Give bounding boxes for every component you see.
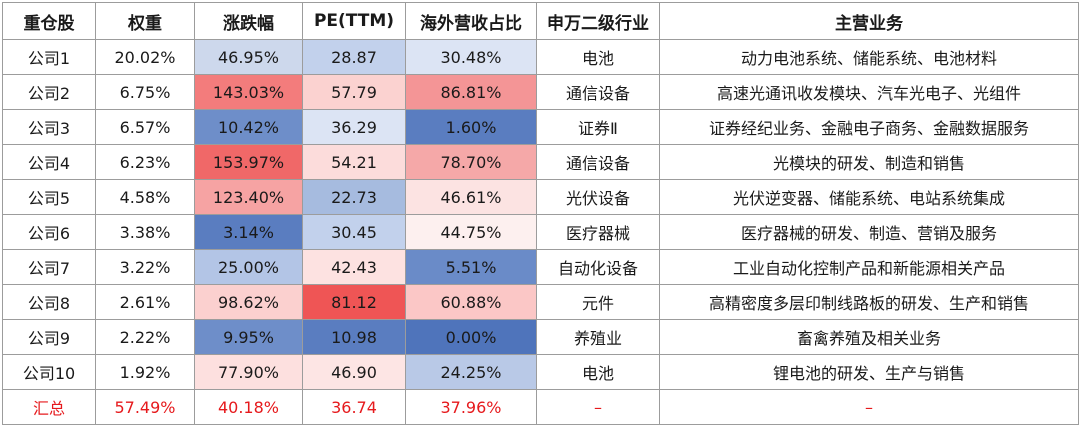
col-header-stock: 重仓股 [2, 2, 96, 40]
cell-industry: 通信设备 [536, 144, 660, 180]
total-business: – [659, 389, 1079, 425]
header-row: 重仓股 权重 涨跌幅 PE(TTM) 海外营收占比 申万二级行业 主营业务 [2, 2, 1079, 40]
cell-weight: 3.38% [95, 214, 195, 250]
cell-stock-name: 公司9 [2, 319, 96, 355]
cell-business: 畜禽养殖及相关业务 [659, 319, 1079, 355]
cell-business: 光模块的研发、制造和销售 [659, 144, 1079, 180]
cell-pe: 81.12 [302, 284, 406, 320]
cell-stock-name: 公司7 [2, 249, 96, 285]
cell-business: 光伏逆变器、储能系统、电站系统集成 [659, 179, 1079, 215]
total-row: 汇总 57.49% 40.18% 36.74 37.96% – – [2, 389, 1079, 425]
total-overseas-revenue: 37.96% [405, 389, 537, 425]
table-row: 公司10 1.92% 77.90% 46.90 24.25% 电池 锂电池的研发、生产与销售 [2, 354, 1079, 390]
col-header-overseas-revenue: 海外营收占比 [405, 2, 537, 40]
col-header-business: 主营业务 [659, 2, 1079, 40]
cell-stock-name: 公司3 [2, 109, 96, 145]
cell-change: 46.95% [194, 39, 303, 75]
cell-weight: 4.58% [95, 179, 195, 215]
cell-change: 143.03% [194, 74, 303, 110]
table-row: 公司6 3.38% 3.14% 30.45 44.75% 医疗器械 医疗器械的研发、制造、营… [2, 214, 1079, 250]
table-row: 公司5 4.58% 123.40% 22.73 46.61% 光伏设备 光伏逆变器、储能系统… [2, 179, 1079, 215]
cell-industry: 电池 [536, 354, 660, 390]
total-weight: 57.49% [95, 389, 195, 425]
table-row: 公司8 2.61% 98.62% 81.12 60.88% 元件 高精密度多层印制线路板的研… [2, 284, 1079, 320]
cell-weight: 3.22% [95, 249, 195, 285]
cell-change: 98.62% [194, 284, 303, 320]
cell-business: 医疗器械的研发、制造、营销及服务 [659, 214, 1079, 250]
cell-weight: 2.61% [95, 284, 195, 320]
cell-industry: 电池 [536, 39, 660, 75]
cell-change: 9.95% [194, 319, 303, 355]
cell-pe: 22.73 [302, 179, 406, 215]
cell-pe: 30.45 [302, 214, 406, 250]
cell-business: 锂电池的研发、生产与销售 [659, 354, 1079, 390]
cell-change: 3.14% [194, 214, 303, 250]
cell-weight: 6.57% [95, 109, 195, 145]
cell-business: 证券经纪业务、金融电子商务、金融数据服务 [659, 109, 1079, 145]
total-change: 40.18% [194, 389, 303, 425]
cell-stock-name: 公司5 [2, 179, 96, 215]
total-stock-name: 汇总 [2, 389, 96, 425]
cell-overseas-revenue: 1.60% [405, 109, 537, 145]
cell-industry: 光伏设备 [536, 179, 660, 215]
cell-weight: 2.22% [95, 319, 195, 355]
cell-stock-name: 公司1 [2, 39, 96, 75]
total-industry: – [536, 389, 660, 425]
cell-overseas-revenue: 5.51% [405, 249, 537, 285]
cell-stock-name: 公司2 [2, 74, 96, 110]
table-row: 公司7 3.22% 25.00% 42.43 5.51% 自动化设备 工业自动化控制产品和新… [2, 249, 1079, 285]
cell-pe: 10.98 [302, 319, 406, 355]
table-row: 公司2 6.75% 143.03% 57.79 86.81% 通信设备 高速光通讯收发模块、… [2, 74, 1079, 110]
cell-pe: 57.79 [302, 74, 406, 110]
cell-change: 123.40% [194, 179, 303, 215]
cell-industry: 证券Ⅱ [536, 109, 660, 145]
cell-stock-name: 公司10 [2, 354, 96, 390]
cell-overseas-revenue: 30.48% [405, 39, 537, 75]
cell-industry: 养殖业 [536, 319, 660, 355]
cell-overseas-revenue: 78.70% [405, 144, 537, 180]
cell-overseas-revenue: 46.61% [405, 179, 537, 215]
cell-change: 25.00% [194, 249, 303, 285]
cell-stock-name: 公司4 [2, 144, 96, 180]
col-header-weight: 权重 [95, 2, 195, 40]
cell-pe: 28.87 [302, 39, 406, 75]
cell-pe: 36.29 [302, 109, 406, 145]
col-header-industry: 申万二级行业 [536, 2, 660, 40]
cell-business: 高速光通讯收发模块、汽车光电子、光组件 [659, 74, 1079, 110]
cell-stock-name: 公司8 [2, 284, 96, 320]
cell-overseas-revenue: 0.00% [405, 319, 537, 355]
cell-overseas-revenue: 44.75% [405, 214, 537, 250]
table-row: 公司4 6.23% 153.97% 54.21 78.70% 通信设备 光模块的研发、制造和… [2, 144, 1079, 180]
table-row: 公司3 6.57% 10.42% 36.29 1.60% 证券Ⅱ 证券经纪业务、金融电子商务… [2, 109, 1079, 145]
cell-overseas-revenue: 86.81% [405, 74, 537, 110]
cell-stock-name: 公司6 [2, 214, 96, 250]
total-pe: 36.74 [302, 389, 406, 425]
cell-overseas-revenue: 24.25% [405, 354, 537, 390]
table-row: 公司9 2.22% 9.95% 10.98 0.00% 养殖业 畜禽养殖及相关业务 [2, 319, 1079, 355]
cell-business: 动力电池系统、储能系统、电池材料 [659, 39, 1079, 75]
cell-overseas-revenue: 60.88% [405, 284, 537, 320]
cell-industry: 自动化设备 [536, 249, 660, 285]
cell-industry: 通信设备 [536, 74, 660, 110]
col-header-pe: PE(TTM) [302, 2, 406, 40]
cell-industry: 医疗器械 [536, 214, 660, 250]
cell-pe: 54.21 [302, 144, 406, 180]
cell-pe: 42.43 [302, 249, 406, 285]
col-header-change: 涨跌幅 [194, 2, 303, 40]
cell-industry: 元件 [536, 284, 660, 320]
cell-business: 高精密度多层印制线路板的研发、生产和销售 [659, 284, 1079, 320]
table-row: 公司1 20.02% 46.95% 28.87 30.48% 电池 动力电池系统、储能系统、… [2, 39, 1079, 75]
cell-business: 工业自动化控制产品和新能源相关产品 [659, 249, 1079, 285]
cell-weight: 6.23% [95, 144, 195, 180]
cell-pe: 46.90 [302, 354, 406, 390]
cell-change: 153.97% [194, 144, 303, 180]
cell-change: 77.90% [194, 354, 303, 390]
cell-weight: 6.75% [95, 74, 195, 110]
cell-change: 10.42% [194, 109, 303, 145]
cell-weight: 20.02% [95, 39, 195, 75]
cell-weight: 1.92% [95, 354, 195, 390]
